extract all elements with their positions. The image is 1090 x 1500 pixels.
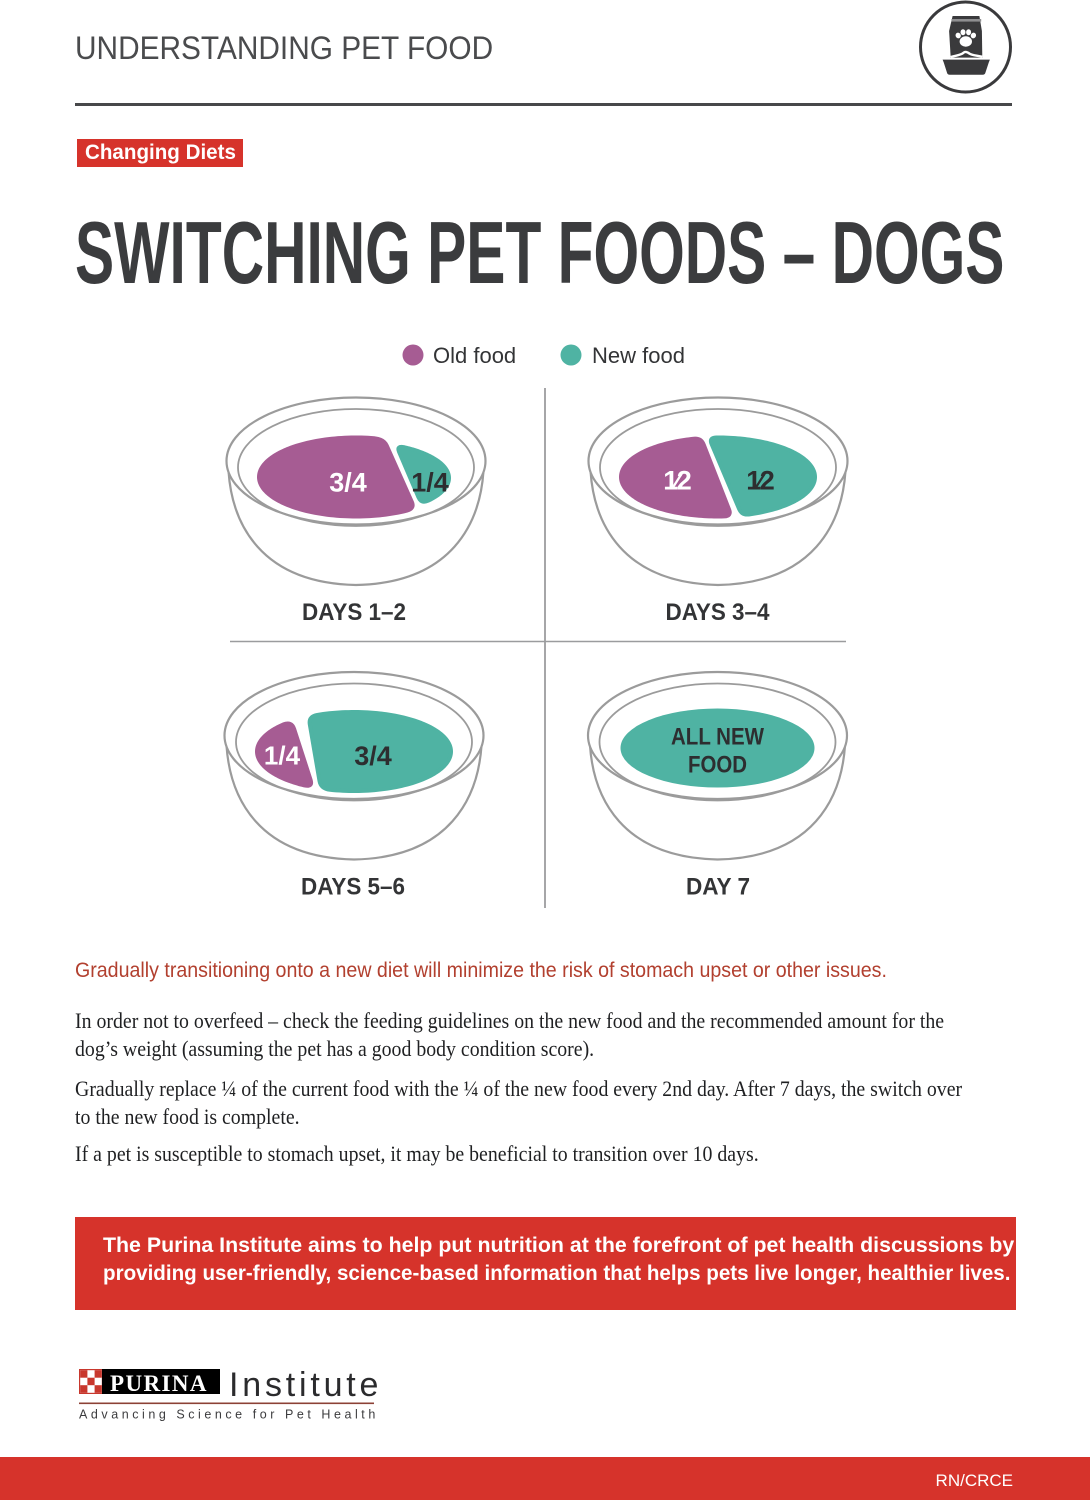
svg-text:ALL NEW: ALL NEW bbox=[671, 724, 764, 751]
svg-text:1/4: 1/4 bbox=[264, 741, 301, 771]
svg-text:New food: New food bbox=[592, 343, 685, 368]
svg-text:Institute: Institute bbox=[229, 1366, 382, 1404]
svg-text:DAYS 5–6: DAYS 5–6 bbox=[301, 874, 405, 901]
svg-text:DAYS 3–4: DAYS 3–4 bbox=[666, 599, 771, 626]
svg-text:1⁄2: 1⁄2 bbox=[746, 466, 774, 496]
svg-text:3/4: 3/4 bbox=[329, 468, 367, 498]
svg-text:3/4: 3/4 bbox=[354, 741, 392, 771]
svg-text:DAYS 1–2: DAYS 1–2 bbox=[302, 599, 406, 626]
svg-text:1/4: 1/4 bbox=[411, 468, 449, 498]
svg-text:1⁄2: 1⁄2 bbox=[663, 466, 691, 496]
svg-text:Old food: Old food bbox=[433, 343, 516, 368]
svg-text:Advancing Science for Pet Heal: Advancing Science for Pet Health bbox=[79, 1408, 379, 1422]
svg-text:DAY 7: DAY 7 bbox=[686, 874, 750, 901]
svg-text:PURINA: PURINA bbox=[110, 1371, 208, 1396]
svg-text:FOOD: FOOD bbox=[688, 752, 747, 779]
